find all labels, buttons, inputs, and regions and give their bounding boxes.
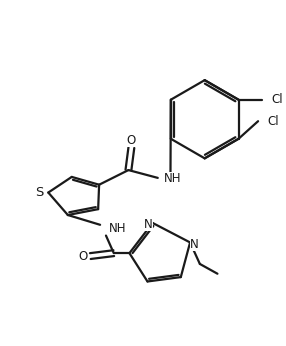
Text: Cl: Cl [268, 115, 279, 128]
Text: N: N [144, 218, 153, 231]
Text: O: O [79, 249, 88, 263]
Text: O: O [127, 134, 136, 147]
Text: NH: NH [164, 172, 181, 185]
Text: N: N [190, 238, 198, 251]
Text: NH: NH [109, 222, 126, 235]
Text: Cl: Cl [272, 93, 283, 106]
Text: S: S [35, 186, 44, 199]
